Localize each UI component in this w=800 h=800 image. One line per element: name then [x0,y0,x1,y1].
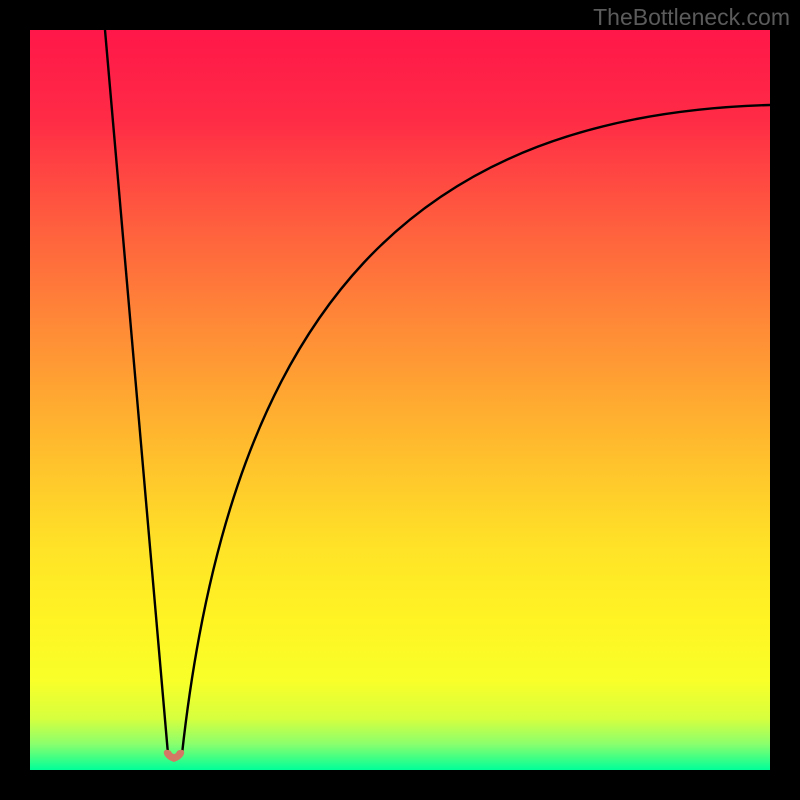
plot-background [30,30,770,770]
bottleneck-curve-plot [0,0,800,800]
chart-root: TheBottleneck.com [0,0,800,800]
watermark-text: TheBottleneck.com [593,4,790,31]
